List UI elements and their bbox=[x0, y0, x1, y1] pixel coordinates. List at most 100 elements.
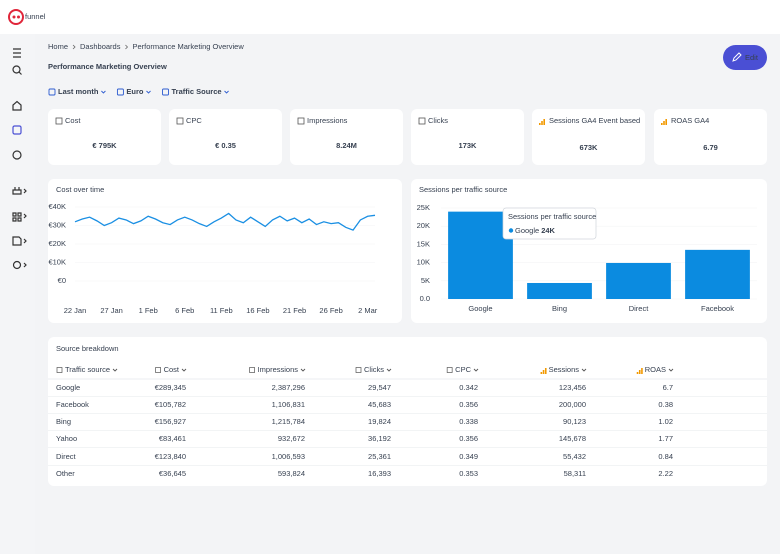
table-cell: 58,311 bbox=[564, 469, 586, 478]
y-tick-label: 25K bbox=[417, 203, 430, 212]
table-cell: 25,361 bbox=[368, 452, 391, 461]
table-cell: Facebook bbox=[56, 400, 89, 409]
menu-icon[interactable] bbox=[13, 49, 21, 57]
x-tick-label: Direct bbox=[629, 304, 650, 313]
table-cell: 145,678 bbox=[559, 434, 586, 443]
kpi-label: Sessions bbox=[549, 116, 580, 125]
kpi-label: CPC bbox=[186, 116, 202, 125]
y-tick-label: €0 bbox=[58, 276, 66, 285]
home-icon[interactable] bbox=[13, 102, 21, 111]
x-tick-label: 1 Feb bbox=[139, 306, 158, 315]
table-cell: 0.353 bbox=[459, 469, 478, 478]
kpi-value: 673K bbox=[580, 143, 599, 152]
table-cell: €83,461 bbox=[159, 434, 186, 443]
table-cell: 90,123 bbox=[563, 417, 586, 426]
ga-icon bbox=[637, 372, 639, 374]
y-tick-label: €10K bbox=[48, 257, 66, 266]
ga-icon bbox=[665, 119, 667, 125]
table-cell: 123,456 bbox=[559, 383, 586, 392]
table-cell: 1,006,593 bbox=[272, 452, 305, 461]
x-tick-label: 27 Jan bbox=[100, 306, 123, 315]
breadcrumb-item[interactable]: Dashboards bbox=[80, 42, 121, 51]
x-tick-label: 22 Jan bbox=[64, 306, 87, 315]
column-header[interactable]: Impressions bbox=[258, 365, 299, 374]
kpi-value: € 0.35 bbox=[215, 141, 236, 150]
x-tick-label: 11 Feb bbox=[210, 306, 233, 315]
kpi-label: Impressions bbox=[307, 116, 348, 125]
export-icon[interactable] bbox=[13, 237, 26, 245]
ga-icon bbox=[541, 121, 543, 125]
kpi-label: Clicks bbox=[428, 116, 448, 125]
table-cell: 1.77 bbox=[658, 434, 673, 443]
y-tick-label: 20K bbox=[417, 221, 430, 230]
table-cell: 16,393 bbox=[368, 469, 391, 478]
table-cell: €289,345 bbox=[155, 383, 186, 392]
table-cell: 0.38 bbox=[658, 400, 673, 409]
x-tick-label: 6 Feb bbox=[175, 306, 194, 315]
filter[interactable]: Last month bbox=[58, 87, 99, 96]
kpi-value: 8.24M bbox=[336, 141, 357, 150]
y-tick-label: €20K bbox=[48, 239, 66, 248]
table-cell: Direct bbox=[56, 452, 77, 461]
logo-dot bbox=[17, 16, 20, 19]
table-cell: 45,683 bbox=[368, 400, 391, 409]
kpi-value: 173K bbox=[459, 141, 478, 150]
column-header[interactable]: Traffic source bbox=[65, 365, 110, 374]
filter[interactable]: Traffic Source bbox=[172, 87, 222, 96]
table-cell: Bing bbox=[56, 417, 71, 426]
logo-dot bbox=[13, 16, 16, 19]
explore-icon[interactable] bbox=[13, 151, 21, 159]
table-cell: 29,547 bbox=[368, 383, 391, 392]
page-title: Performance Marketing Overview bbox=[48, 62, 167, 71]
dashboard-icon[interactable] bbox=[13, 126, 21, 134]
table-cell: 1.02 bbox=[658, 417, 673, 426]
kpi-label: Cost bbox=[65, 116, 81, 125]
ga-icon bbox=[539, 123, 541, 125]
table-cell: 0.356 bbox=[459, 434, 478, 443]
table-cell: €156,927 bbox=[155, 417, 186, 426]
table-cell: 36,192 bbox=[368, 434, 391, 443]
kpi-note: GA4 bbox=[694, 116, 709, 125]
x-tick-label: Bing bbox=[552, 304, 567, 313]
top-bar bbox=[0, 0, 780, 34]
breadcrumb-item: Performance Marketing Overview bbox=[132, 42, 244, 51]
kpi-value: € 795K bbox=[92, 141, 117, 150]
ga-icon bbox=[543, 119, 545, 125]
table-cell: 6.7 bbox=[663, 383, 673, 392]
ga-icon bbox=[663, 121, 665, 125]
x-tick-label: 26 Feb bbox=[319, 306, 342, 315]
edit-label: Edit bbox=[745, 53, 759, 62]
table-cell: 1,106,831 bbox=[272, 400, 305, 409]
kpi-note: GA4 Event based bbox=[581, 116, 640, 125]
column-header[interactable]: CPC bbox=[455, 365, 471, 374]
y-tick-label: 0.0 bbox=[420, 294, 430, 303]
column-header[interactable]: Cost bbox=[164, 365, 180, 374]
column-header[interactable]: Sessions bbox=[549, 365, 580, 374]
column-header[interactable]: ROAS bbox=[645, 365, 666, 374]
tooltip-dot bbox=[509, 228, 513, 232]
table-cell: 0.342 bbox=[459, 383, 478, 392]
data-icon[interactable] bbox=[13, 213, 26, 221]
kpi-label: ROAS bbox=[671, 116, 692, 125]
table-title: Source breakdown bbox=[56, 344, 119, 353]
filter[interactable]: Euro bbox=[126, 87, 144, 96]
table-cell: 200,000 bbox=[559, 400, 586, 409]
table-cell: €123,840 bbox=[155, 452, 186, 461]
table-cell: 2.22 bbox=[658, 469, 673, 478]
x-tick-label: 16 Feb bbox=[246, 306, 269, 315]
table-cell: 0.84 bbox=[658, 452, 673, 461]
ga-icon bbox=[545, 368, 547, 374]
connect-icon[interactable] bbox=[13, 187, 26, 194]
bar bbox=[606, 263, 671, 299]
table-cell: Google bbox=[56, 383, 80, 392]
table-cell: 0.349 bbox=[459, 452, 478, 461]
breadcrumb-item[interactable]: Home bbox=[48, 42, 68, 51]
settings-icon[interactable] bbox=[14, 262, 21, 269]
chart-title: Sessions per traffic source bbox=[419, 185, 507, 194]
y-tick-label: 10K bbox=[417, 258, 430, 267]
y-tick-label: €30K bbox=[48, 220, 66, 229]
x-tick-label: 2 Mar bbox=[358, 306, 378, 315]
search-icon[interactable] bbox=[13, 66, 20, 73]
column-header[interactable]: Clicks bbox=[364, 365, 384, 374]
